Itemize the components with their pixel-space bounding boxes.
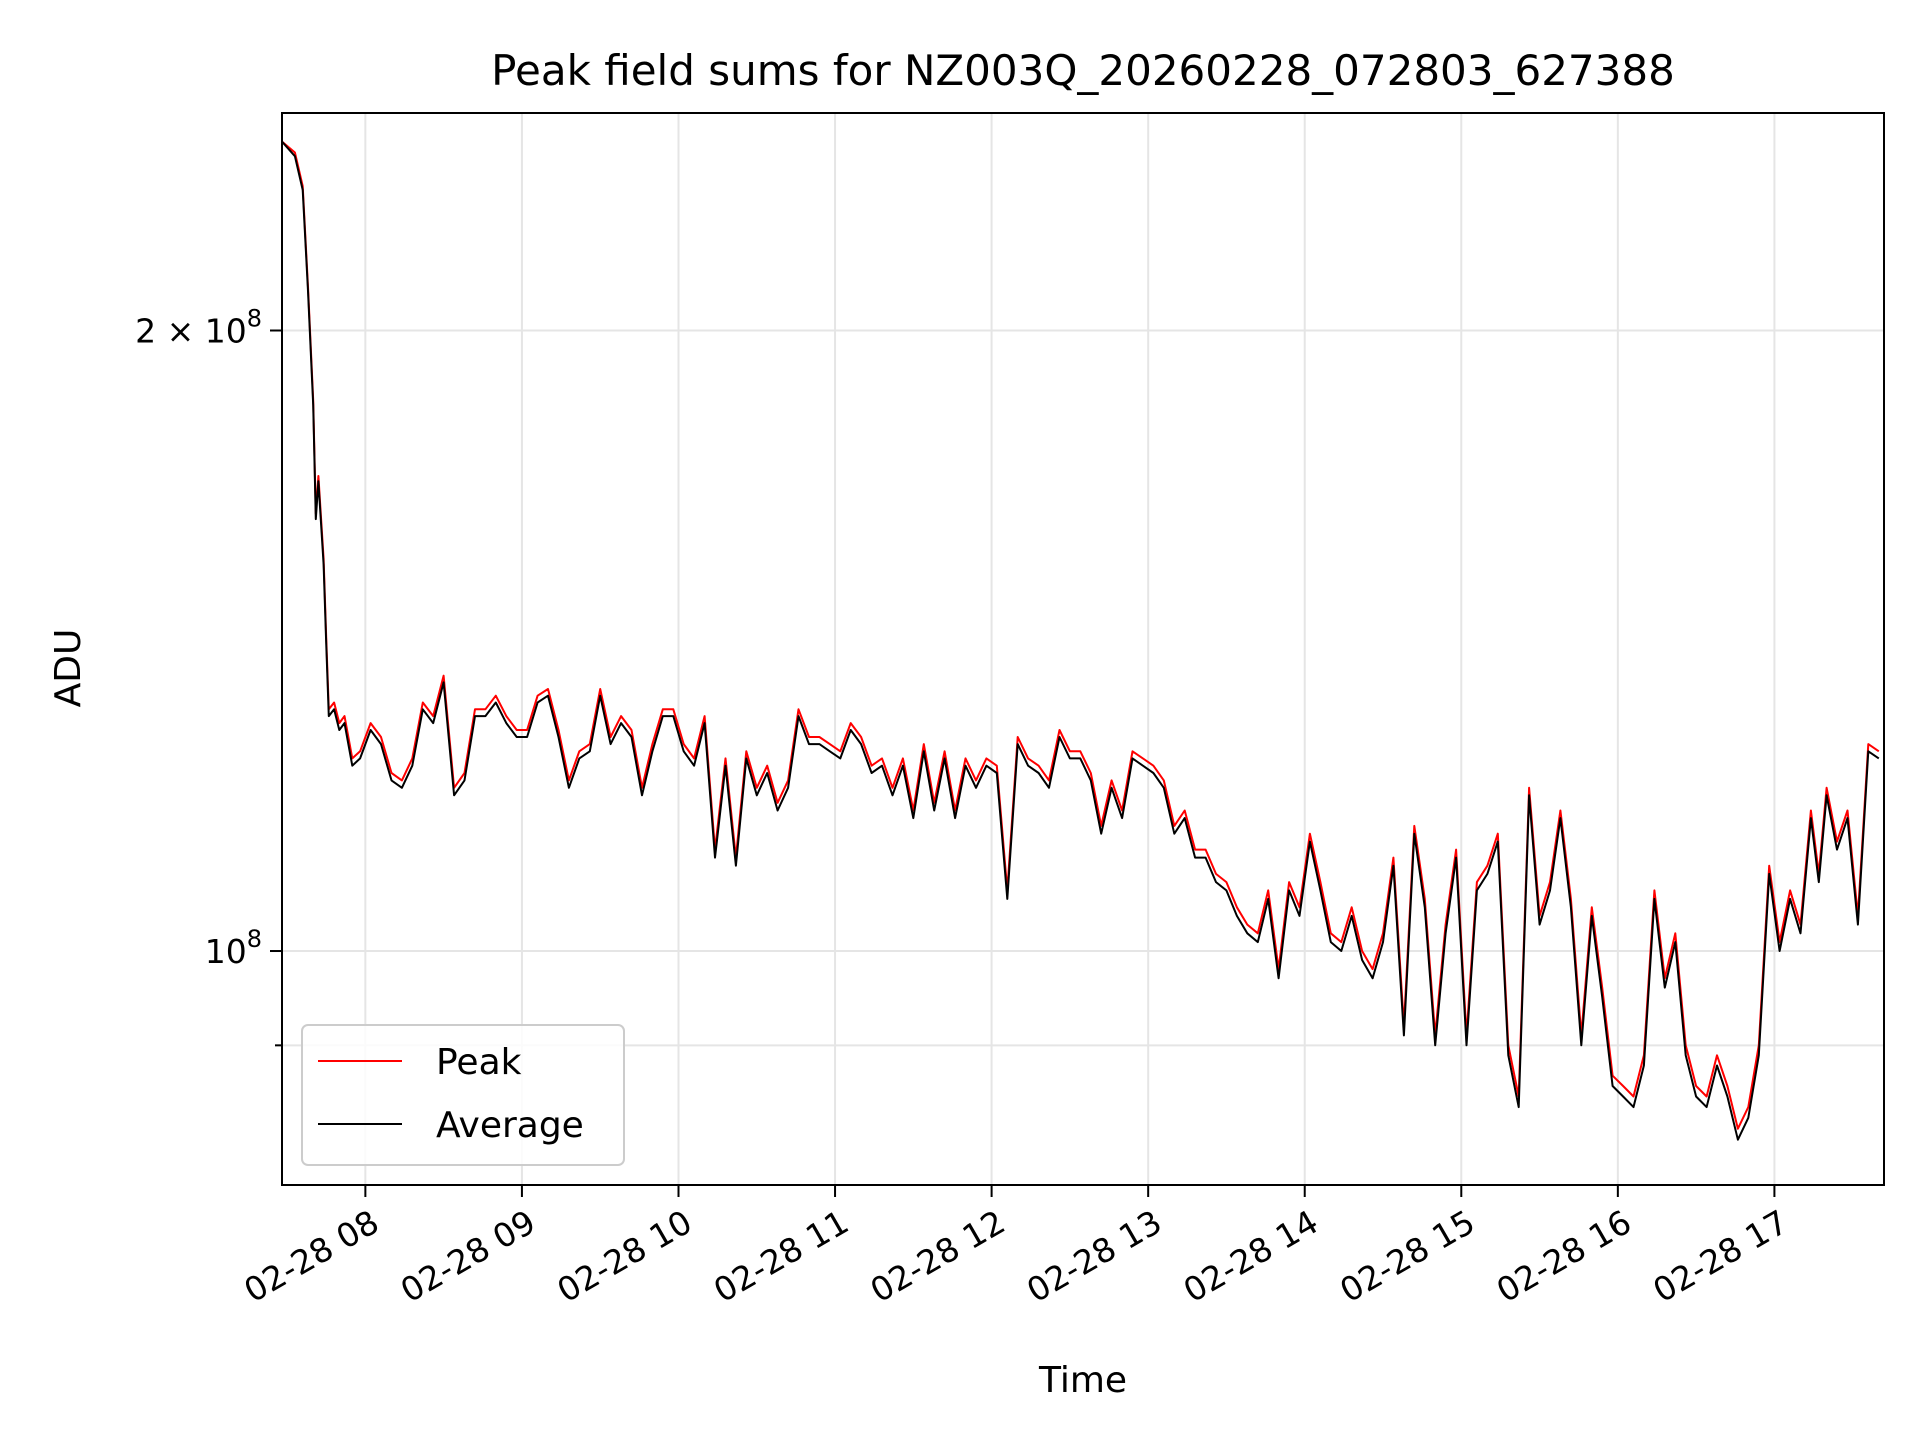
series-layer <box>282 140 1880 1141</box>
y-tick-label: 2 × 108 <box>135 304 262 350</box>
legend: Peak Average <box>301 1024 625 1166</box>
legend-label-peak: Peak <box>436 1042 522 1083</box>
chart-title: Peak field sums for NZ003Q_20260228_0728… <box>491 46 1675 95</box>
plot-frame <box>281 112 1885 1186</box>
y-tick-label-base: 2 × 10 <box>135 311 247 350</box>
series-line-average <box>282 140 1880 1141</box>
x-axis-label: Time <box>1038 1360 1127 1401</box>
y-tick-label: 108 <box>205 925 262 971</box>
y-axis-label: ADU <box>48 629 89 708</box>
y-tick-label-base: 10 <box>205 932 247 971</box>
series-line-peak <box>282 140 1880 1130</box>
legend-label-average: Average <box>436 1105 584 1146</box>
y-tick-label-exponent: 8 <box>247 304 262 332</box>
grid <box>282 113 1884 1185</box>
y-tick-label-exponent: 8 <box>247 925 262 953</box>
